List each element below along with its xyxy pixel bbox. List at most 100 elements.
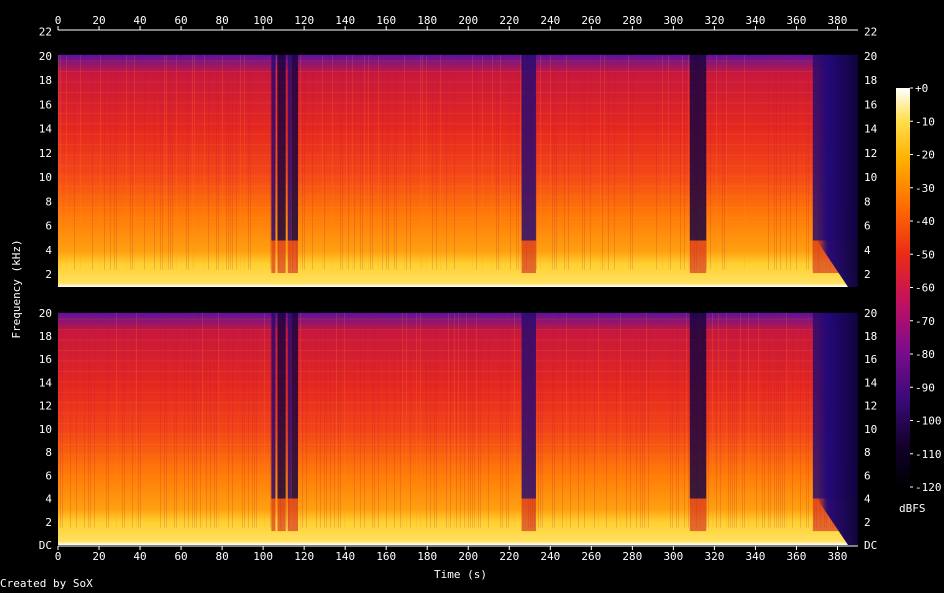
dropout-high-band bbox=[689, 31, 707, 241]
dropout-mid-band bbox=[277, 240, 286, 274]
texture-stripe bbox=[602, 54, 603, 270]
texture-stripe bbox=[492, 54, 493, 270]
texture-stripe bbox=[506, 312, 507, 528]
texture-stripe bbox=[332, 54, 333, 270]
y-tick-label-left: 14 bbox=[39, 376, 53, 389]
texture-stripe bbox=[748, 312, 749, 528]
texture-stripe bbox=[372, 312, 373, 528]
y-tick-label-left: 6 bbox=[45, 469, 52, 482]
y-tick-label-right: 6 bbox=[864, 220, 871, 233]
texture-stripe bbox=[712, 312, 713, 528]
texture-stripe bbox=[770, 312, 771, 528]
y-tick-label-right: 8 bbox=[864, 195, 871, 208]
texture-stripe bbox=[606, 312, 607, 528]
texture-stripe bbox=[426, 54, 427, 270]
colorbar-tick-label: -120 bbox=[915, 481, 942, 494]
harmonic-band bbox=[58, 133, 858, 135]
texture-stripe bbox=[372, 54, 373, 270]
texture-stripe bbox=[114, 54, 115, 270]
texture-stripe bbox=[116, 312, 117, 528]
x-tick-label-bottom: 0 bbox=[55, 550, 62, 563]
texture-stripe bbox=[216, 312, 217, 528]
harmonic-band bbox=[58, 175, 858, 177]
texture-stripe bbox=[450, 312, 451, 528]
texture-stripe bbox=[730, 312, 731, 528]
texture-stripe bbox=[472, 312, 473, 528]
texture-stripe bbox=[286, 312, 287, 528]
texture-stripe bbox=[706, 312, 707, 528]
texture-stripe bbox=[684, 54, 685, 270]
texture-stripe bbox=[564, 54, 565, 270]
texture-stripe bbox=[540, 312, 541, 528]
texture-stripe bbox=[514, 312, 515, 528]
texture-stripe bbox=[436, 312, 437, 528]
x-tick-label-bottom: 180 bbox=[417, 550, 437, 563]
texture-stripe bbox=[320, 312, 321, 528]
harmonic-band bbox=[58, 402, 858, 404]
texture-stripe bbox=[248, 54, 249, 270]
y-tick-label-left: 4 bbox=[45, 493, 52, 506]
colorbar-gradient bbox=[896, 88, 910, 487]
texture-stripe bbox=[468, 312, 469, 528]
texture-stripe bbox=[668, 54, 669, 270]
colorbar-tick-label: -100 bbox=[915, 415, 942, 428]
x-tick-label-top: 200 bbox=[458, 14, 478, 27]
colorbar-tick-label: -40 bbox=[915, 215, 935, 228]
texture-stripe bbox=[776, 54, 777, 270]
harmonic-band bbox=[58, 391, 858, 393]
texture-stripe bbox=[670, 312, 671, 528]
texture-stripe bbox=[222, 54, 223, 270]
texture-stripe bbox=[402, 312, 403, 528]
x-tick-label-bottom: 220 bbox=[499, 550, 519, 563]
texture-stripe bbox=[360, 312, 361, 528]
texture-stripe bbox=[456, 312, 457, 528]
dropout-high-band bbox=[271, 31, 276, 241]
texture-stripe bbox=[404, 54, 405, 270]
x-tick-label-bottom: 280 bbox=[622, 550, 642, 563]
texture-stripe bbox=[200, 312, 201, 528]
x-tick-label-top: 360 bbox=[787, 14, 807, 27]
texture-stripe bbox=[806, 54, 807, 270]
texture-stripe bbox=[168, 54, 169, 270]
y-tick-label-left: 8 bbox=[45, 446, 52, 459]
texture-stripe bbox=[326, 312, 327, 528]
texture-stripe bbox=[460, 312, 461, 528]
texture-stripe bbox=[764, 312, 765, 528]
colorbar-tick-label: +0 bbox=[915, 82, 928, 95]
texture-stripe bbox=[540, 54, 541, 270]
top-silence bbox=[58, 289, 858, 313]
harmonic-band bbox=[58, 339, 858, 341]
texture-stripe bbox=[174, 312, 175, 528]
texture-stripe bbox=[432, 54, 433, 270]
texture-stripe bbox=[214, 312, 215, 528]
texture-stripe bbox=[60, 312, 61, 528]
texture-stripe bbox=[640, 312, 641, 528]
texture-stripe bbox=[342, 54, 343, 270]
texture-stripe bbox=[502, 312, 503, 528]
texture-stripe bbox=[672, 312, 673, 528]
texture-stripe bbox=[302, 312, 303, 528]
dropout-mid-band bbox=[521, 498, 536, 532]
texture-stripe bbox=[594, 312, 595, 528]
harmonic-band bbox=[58, 102, 858, 104]
texture-stripe bbox=[768, 312, 769, 528]
y-tick-label-right: 18 bbox=[864, 74, 877, 87]
texture-stripe bbox=[556, 54, 557, 270]
texture-stripe bbox=[584, 54, 585, 270]
texture-stripe bbox=[388, 54, 389, 270]
x-tick-label-top: 220 bbox=[499, 14, 519, 27]
texture-stripe bbox=[194, 54, 195, 270]
texture-stripe bbox=[430, 312, 431, 528]
texture-stripe bbox=[552, 312, 553, 528]
texture-stripe bbox=[208, 54, 209, 270]
texture-stripe bbox=[780, 54, 781, 270]
harmonic-band bbox=[58, 217, 858, 219]
texture-stripe bbox=[500, 312, 501, 528]
texture-stripe bbox=[240, 54, 241, 270]
y-tick-label-right: 10 bbox=[864, 423, 877, 436]
texture-stripe bbox=[570, 312, 571, 528]
texture-stripe bbox=[90, 312, 91, 528]
texture-stripe bbox=[682, 54, 683, 270]
harmonic-band bbox=[58, 144, 858, 146]
texture-stripe bbox=[130, 54, 131, 270]
